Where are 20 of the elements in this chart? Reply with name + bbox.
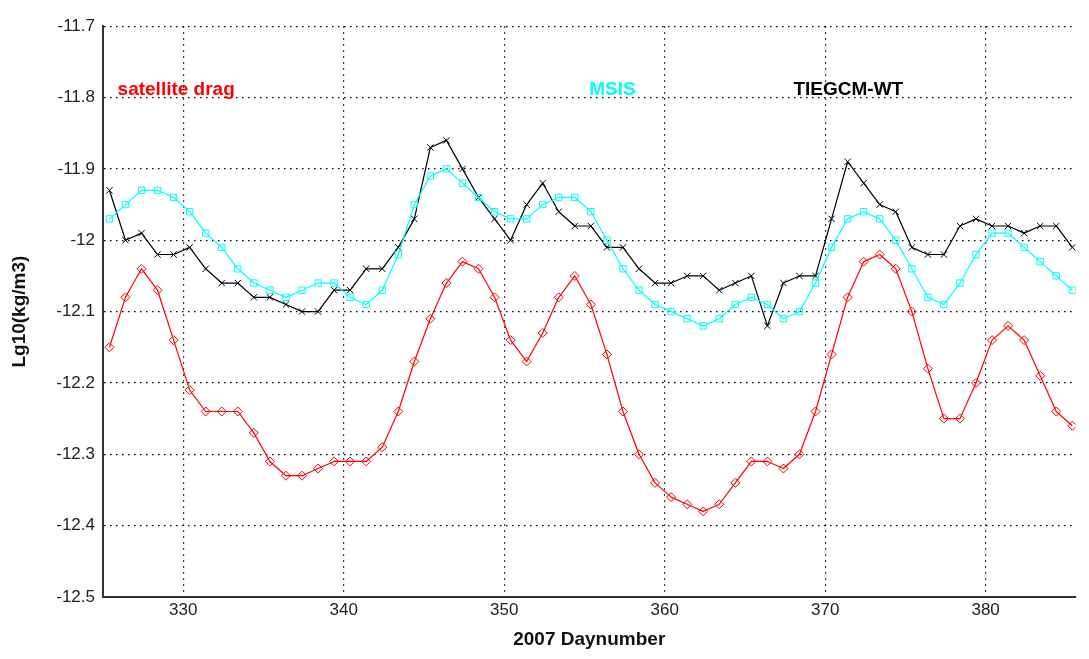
text: TIEGCM-WT	[793, 77, 904, 99]
y-tick-label: -12.5	[56, 586, 95, 606]
x-tick-label: 340	[329, 599, 358, 619]
y-tick-label: -12.1	[56, 301, 95, 321]
x-tick-label: 380	[971, 599, 1000, 619]
x-axis-title: 2007 Daynumber	[513, 627, 666, 649]
x-tick-label: 370	[810, 599, 840, 619]
y-tick-label: -12	[70, 229, 95, 249]
x-tick-label: 330	[169, 599, 198, 619]
y-tick-label: -11.9	[57, 158, 95, 178]
y-tick-label: -12.4	[56, 515, 95, 535]
y-tick-label: -12.2	[56, 372, 95, 392]
y-tick-label: -12.3	[56, 443, 95, 463]
x-tick-label: 360	[650, 599, 679, 619]
y-tick-label: -11.8	[57, 87, 95, 107]
y-axis-title: Lg10(kg/m3)	[7, 255, 29, 368]
y-tick-label: -11.7	[57, 15, 95, 35]
text: satellite drag	[117, 77, 235, 99]
x-tick-label: 350	[490, 599, 519, 619]
text: MSIS	[589, 77, 636, 99]
